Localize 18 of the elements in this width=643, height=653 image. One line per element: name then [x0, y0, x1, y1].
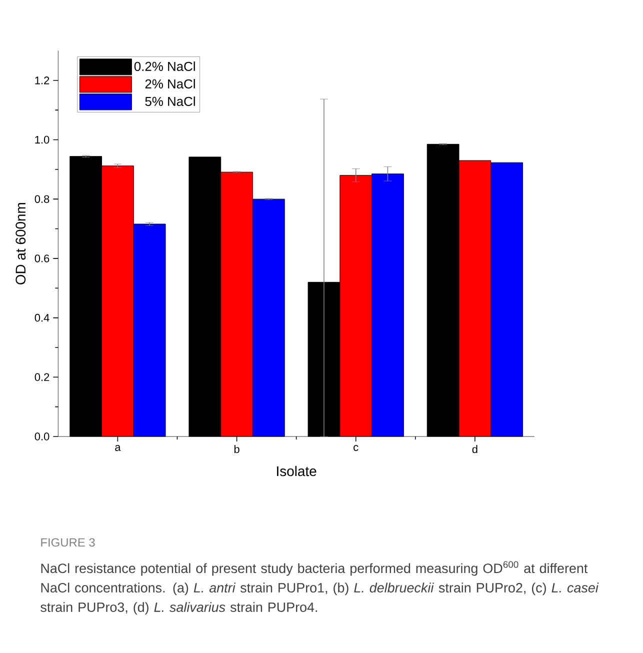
y-tick-label: 0.8 [34, 195, 50, 203]
legend-label: 5% NaCl [145, 96, 195, 106]
text: NaCl resistance potential of present study bacteria performed measuring OD$^{600}$ at different NaCl concentrations. (a) L. antri strain PUPro1, (b) L. delbrueckii strain PUPro2, (c) L. casei strain PUPro3, (d) L. salivarius strain PUPro4. [40, 561, 599, 615]
legend-label: 2% NaCl [145, 78, 195, 88]
x-tick-label: b [234, 445, 240, 454]
caption: FIGURE 3 [41, 538, 95, 547]
x-axis-title: Isolate [277, 466, 316, 476]
y-tick-label: 0.4 [34, 314, 50, 322]
y-tick-label: 0.6 [34, 254, 50, 262]
y-tick-label: 0.0 [34, 432, 50, 440]
y-tick-label: 1.0 [35, 136, 50, 144]
x-tick-label: d [472, 445, 478, 454]
x-tick-label: a [115, 445, 121, 452]
legend-label: 0.2% NaCl [134, 61, 195, 71]
y-tick-label: 0.2 [34, 373, 50, 382]
x-tick-label: c [354, 445, 358, 452]
y-axis-title: OD at 600nm [16, 203, 26, 284]
y-tick-label: 1.2 [35, 76, 50, 84]
